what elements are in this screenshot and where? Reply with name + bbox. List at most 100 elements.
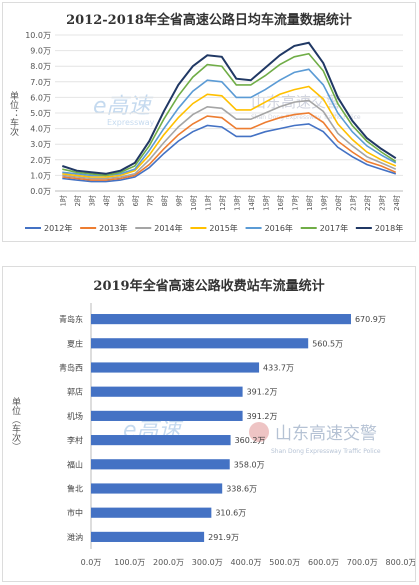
category-label: 青岛东 (59, 314, 83, 324)
bar-潍汭 (91, 531, 205, 542)
data-label: 391.2万 (247, 388, 278, 397)
bar-鲁北 (91, 483, 223, 494)
bar-机场 (91, 410, 243, 421)
x-tick-label: 8时 (160, 195, 169, 206)
category-label: 鲁北 (67, 484, 83, 494)
legend-label: 2012年 (44, 223, 72, 233)
data-label: 391.2万 (247, 412, 278, 421)
x-tick-label: 3时 (87, 195, 96, 206)
x-tick-label: 20时 (334, 195, 343, 211)
data-label: 310.6万 (215, 509, 246, 518)
data-label: 360.2万 (235, 436, 266, 445)
x-tick-label: 600.0万 (308, 558, 339, 567)
x-tick-label: 10时 (189, 195, 198, 211)
x-tick-label: 18时 (305, 195, 314, 211)
bar-chart-title: 2019年全省高速公路收费站车流量统计 (93, 279, 325, 294)
legend-label: 2016年 (265, 223, 293, 233)
x-tick-label: 7时 (145, 195, 154, 206)
category-label: 李村 (67, 435, 83, 445)
data-label: 358.0万 (234, 460, 265, 469)
series-line-2014年 (62, 99, 397, 180)
x-tick-label: 2时 (73, 195, 82, 206)
x-tick-label: 0.0万 (81, 558, 102, 567)
category-label: 郭店 (67, 387, 83, 397)
x-tick-label: 1时 (58, 195, 67, 206)
category-label: 潍汭 (67, 532, 83, 542)
category-label: 夏庄 (67, 338, 83, 348)
watermark-police-en: Shan Dong Expressway Traffic Police (271, 448, 381, 455)
bar-青岛西 (91, 362, 260, 373)
line-chart-title: 2012-2018年全省高速公路日均车流量数据统计 (66, 13, 352, 28)
x-tick-label: 11时 (203, 195, 212, 211)
series-line-2016年 (62, 68, 397, 177)
x-tick-label: 9时 (174, 195, 183, 206)
x-tick-label: 100.0万 (114, 558, 145, 567)
x-tick-label: 4时 (102, 195, 111, 206)
legend-label: 2013年 (99, 223, 127, 233)
bar-市中 (91, 507, 212, 518)
y-tick-label: 2.0万 (30, 156, 51, 165)
bar-李村 (91, 435, 231, 446)
category-label: 青岛西 (59, 363, 83, 373)
legend-label: 2017年 (320, 223, 348, 233)
y-tick-label: 9.0万 (30, 47, 51, 56)
x-tick-label: 13时 (232, 195, 241, 211)
bar-青岛东 (91, 314, 351, 325)
y-tick-label: 6.0万 (30, 93, 51, 102)
line-chart-panel: 2012-2018年全省高速公路日均车流量数据统计 单位：车次 e高速 Expre… (2, 2, 416, 242)
x-tick-label: 17时 (290, 195, 299, 211)
watermark-police-en: Shan Dong Expressway Traffic Police (251, 114, 361, 121)
x-tick-label: 200.0万 (153, 558, 184, 567)
y-tick-label: 1.0万 (30, 171, 51, 180)
bar-chart-ylabel: 单位（车次） (10, 397, 20, 451)
x-tick-label: 19时 (319, 195, 328, 211)
data-label: 560.5万 (312, 339, 343, 348)
y-tick-label: 8.0万 (30, 62, 51, 71)
series-line-2012年 (62, 123, 397, 183)
x-tick-label: 500.0万 (269, 558, 300, 567)
category-label: 福山 (67, 459, 83, 469)
watermark-expressway-en: Expressway (107, 118, 155, 127)
legend-label: 2015年 (209, 223, 237, 233)
y-tick-label: 7.0万 (30, 78, 51, 87)
watermark-police-emblem (249, 422, 269, 442)
bar-郭店 (91, 386, 243, 397)
x-tick-label: 800.0万 (386, 558, 415, 567)
y-tick-label: 3.0万 (30, 140, 51, 149)
legend-label: 2014年 (154, 223, 182, 233)
x-tick-label: 24时 (392, 195, 401, 211)
category-label: 机场 (67, 411, 83, 421)
line-chart-ylabel: 单位：车次 (8, 91, 18, 136)
x-tick-label: 6时 (131, 195, 140, 206)
legend-label: 2018年 (375, 223, 403, 233)
bar-chart-panel: 2019年全省高速公路收费站车流量统计 单位（车次） e高速 山东高速交警 Shan… (2, 266, 416, 582)
data-label: 670.9万 (355, 315, 386, 324)
x-tick-label: 700.0万 (347, 558, 378, 567)
x-tick-label: 15时 (261, 195, 270, 211)
x-tick-label: 5时 (116, 195, 125, 206)
watermark-police: 山东高速交警 (275, 424, 377, 444)
x-tick-label: 400.0万 (231, 558, 262, 567)
series-line-2018年 (61, 41, 397, 175)
y-tick-label: 4.0万 (30, 125, 51, 134)
series-line-2017年 (62, 52, 397, 177)
x-tick-label: 12时 (218, 195, 227, 211)
x-tick-label: 21时 (348, 195, 357, 211)
bar-福山 (91, 459, 230, 470)
data-label: 338.6万 (226, 485, 257, 494)
y-tick-label: 5.0万 (30, 109, 51, 118)
x-tick-label: 22时 (363, 195, 372, 211)
x-tick-label: 16时 (276, 195, 285, 211)
data-label: 291.9万 (208, 533, 239, 542)
category-label: 市中 (67, 508, 83, 518)
watermark-e-expressway: e高速 (93, 94, 154, 119)
x-tick-label: 300.0万 (192, 558, 223, 567)
x-tick-label: 23时 (377, 195, 386, 211)
bar-夏庄 (91, 338, 309, 349)
y-tick-label: 10.0万 (25, 31, 51, 40)
y-tick-label: 0.0万 (30, 187, 51, 196)
series-line-2013年 (62, 112, 397, 181)
data-label: 433.7万 (263, 364, 294, 373)
